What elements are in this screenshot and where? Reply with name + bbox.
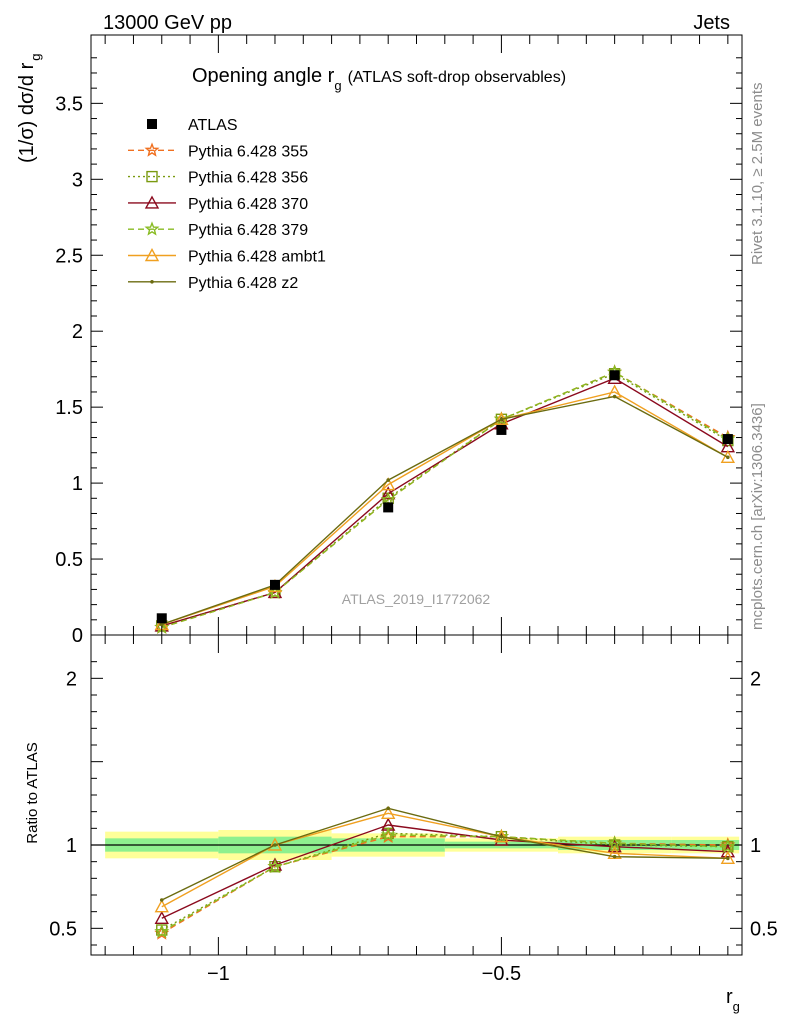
ratio-y-tick-label-right: 2 (750, 668, 761, 690)
main-y-tick-label: 1 (72, 473, 83, 495)
ratio-series-line (161, 824, 728, 919)
main-y-label-sub: g (28, 54, 43, 61)
main-y-tick-label: 1.5 (55, 397, 83, 419)
x-axis-ticks: −1 −0.5 (104, 35, 729, 985)
main-y-tick-label: 3.5 (55, 93, 83, 115)
main-y-tick-label: 2 (72, 321, 83, 343)
chart-title-extra: (ATLAS soft-drop observables) (348, 69, 566, 86)
ratio-series-point (273, 843, 277, 847)
ratio-y-tick-label: 1 (66, 835, 77, 857)
ratio-y-tick-label: 0.5 (49, 918, 77, 940)
atlas-data-point (722, 434, 733, 445)
chart-title: Opening angle rg (ATLAS soft-drop observa… (192, 65, 566, 93)
legend-label: ATLAS (188, 117, 238, 134)
x-axis-label: rg (726, 986, 740, 1014)
ratio-y-tick-label-right: 0.5 (750, 918, 778, 940)
legend-marker (144, 195, 160, 209)
main-series-line (161, 371, 729, 629)
main-series-line (161, 391, 729, 626)
ratio-y-tick-label: 2 (66, 668, 77, 690)
ratio-series-point (720, 838, 736, 854)
ratio-series-point (726, 856, 730, 861)
x-axis-label-main: r (726, 986, 733, 1008)
legend-marker (146, 170, 158, 183)
main-series-point (386, 478, 390, 482)
main-series-line (161, 377, 729, 627)
ratio-y-label: Ratio to ATLAS (24, 742, 41, 843)
main-y-tick-label: 0 (72, 625, 83, 647)
analysis-watermark: ATLAS_2019_I1772062 (342, 591, 491, 607)
main-series-point (499, 417, 504, 422)
main-series-point (493, 411, 509, 426)
ratio-y-ticks: 0.5 0.5 1 1 2 2 (49, 661, 778, 946)
ratio-series-point (154, 899, 169, 913)
main-series-point (159, 622, 164, 627)
atlas-data-point (383, 502, 394, 513)
ratio-series-point (499, 834, 504, 839)
legend-label: Pythia 6.428 z2 (188, 275, 298, 292)
legend-marker (147, 119, 157, 129)
legend-marker (150, 280, 154, 284)
ratio-series-point (386, 806, 390, 811)
main-series-point (612, 394, 617, 399)
main-series-point (726, 455, 730, 460)
mcplots-label: mcplots.cern.ch [arXiv:1306.3436] (749, 403, 766, 630)
chart-title-sub: g (334, 78, 341, 93)
rivet-label: Rivet 3.1.10, ≥ 2.5M events (749, 83, 766, 266)
ratio-series-point (607, 835, 623, 850)
ratio-series-point (154, 910, 169, 925)
legend-marker (144, 142, 160, 157)
main-series-point (267, 584, 283, 599)
ratio-data-layer (154, 805, 736, 940)
atlas-data-point (496, 424, 507, 435)
legend-label: Pythia 6.428 379 (188, 222, 308, 239)
main-series-line (161, 371, 729, 629)
main-series-point (381, 477, 396, 491)
ratio-series-point (267, 858, 283, 874)
main-y-label-main: (1/σ) dσ/d r (16, 62, 38, 163)
legend-label: Pythia 6.428 355 (188, 143, 308, 160)
ratio-series-point (159, 898, 164, 902)
header-right: Jets (693, 12, 730, 34)
main-series-point (380, 491, 396, 507)
ratio-series-line (161, 834, 728, 933)
ratio-series-point (381, 805, 396, 820)
atlas-data-point (156, 613, 167, 624)
main-y-tick-label: 0.5 (55, 549, 83, 571)
ratio-panel: 0.5 0.51 12 2 Ratio to ATLAS −1 −0.5 rg (24, 35, 778, 1014)
main-y-tick-label: 3 (72, 169, 83, 191)
legend-marker (144, 248, 160, 262)
ratio-frame (90, 634, 743, 956)
ratio-y-tick-label-right: 1 (750, 835, 761, 857)
atlas-data-point (609, 370, 620, 381)
main-panel: 00.511.522.533.5 Opening angle rg (ATLAS … (16, 34, 743, 647)
main-y-tick-label: 2.5 (55, 245, 83, 267)
x-tick-label: −1 (207, 963, 230, 985)
legend-label: Pythia 6.428 356 (188, 170, 308, 187)
ratio-series-line (161, 812, 728, 908)
atlas-data-point (269, 579, 280, 590)
legend-label: Pythia 6.428 370 (188, 196, 308, 213)
x-axis-label-sub: g (733, 999, 740, 1014)
ratio-series-point (493, 828, 509, 844)
main-series-point (720, 449, 736, 463)
ratio-series-point (380, 827, 396, 842)
chart-title-main: Opening angle r (192, 65, 335, 87)
main-series-line (161, 395, 729, 626)
legend: ATLAS Pythia 6.428 355 Pythia 6.428 356 Pyt… (128, 117, 326, 292)
main-data-layer (154, 364, 736, 634)
main-y-label: (1/σ) dσ/d rg (16, 54, 43, 164)
header-left: 13000 GeV pp (103, 12, 232, 34)
legend-label: Pythia 6.428 ambt1 (188, 249, 326, 266)
main-series-point (381, 486, 396, 500)
x-tick-label: −0.5 (482, 963, 521, 985)
ratio-series-line (161, 807, 728, 901)
main-y-ticks: 0 0.5 1 1.5 2 2.5 3 3.5 (55, 57, 742, 647)
legend-marker (144, 221, 160, 236)
ratio-series-point (612, 854, 617, 859)
ratio-series-point (154, 923, 170, 939)
